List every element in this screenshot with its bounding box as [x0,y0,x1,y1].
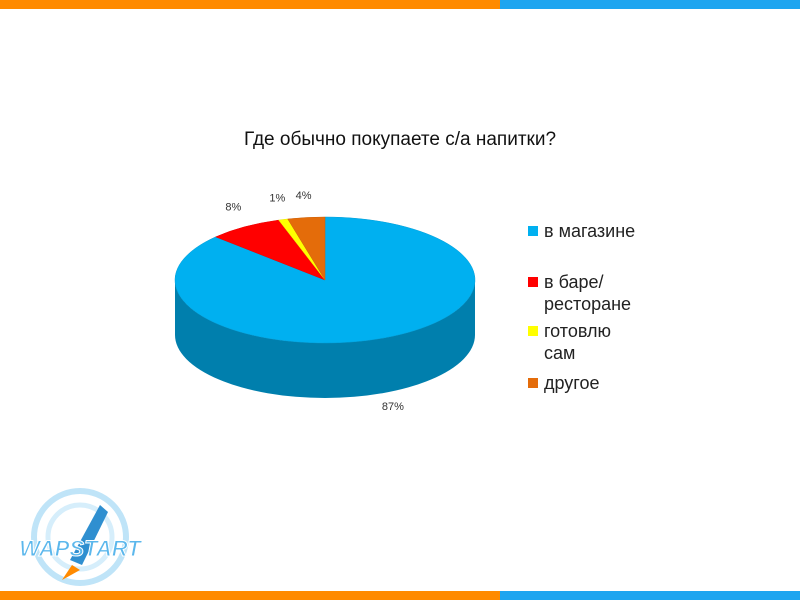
legend-label: в магазине [544,221,636,241]
data-label: 4% [296,190,312,202]
legend-swatch [528,326,538,336]
legend-item: в баре/ ресторане [524,271,644,315]
logo-ring [31,488,129,586]
data-label: 1% [269,192,285,204]
pie-sides [175,280,475,398]
bottom-bar-blue [500,591,800,600]
data-label: 8% [225,201,241,213]
slice-side [175,280,475,398]
legend-label: другое [544,373,600,393]
top-bar-blue [500,0,800,9]
chart-title: Где обычно покупаете с/а напитки? [244,129,556,150]
legend-swatch [528,226,538,236]
logo-flame [62,565,80,580]
top-bar-orange [0,0,500,9]
logo-ring [45,502,115,572]
legend-label: готовлю сам [544,321,611,363]
legend-item: готовлю сам [524,320,644,364]
slice [287,216,326,281]
logo-text: WAPSTART [19,536,142,561]
legend-swatch [528,378,538,388]
data-label: 87% [382,401,404,413]
legend-label: в баре/ ресторане [544,272,632,314]
logo: WAPSTART [19,488,143,586]
bottom-bar-orange [0,591,500,600]
logo-rocket [70,505,108,565]
legend-item: другое [524,372,644,394]
slice [174,216,476,344]
legend-swatch [528,277,538,287]
pie-tops [174,216,476,344]
legend-item: в магазине [524,220,644,242]
